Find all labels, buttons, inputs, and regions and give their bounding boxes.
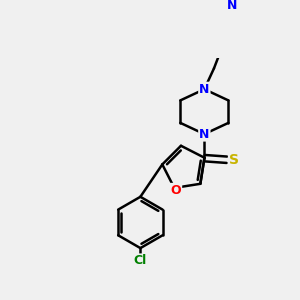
Text: O: O [171, 184, 181, 197]
Text: S: S [229, 153, 239, 167]
Text: N: N [199, 128, 209, 141]
Text: Cl: Cl [134, 254, 147, 267]
Text: N: N [199, 83, 209, 96]
Text: N: N [227, 0, 238, 12]
